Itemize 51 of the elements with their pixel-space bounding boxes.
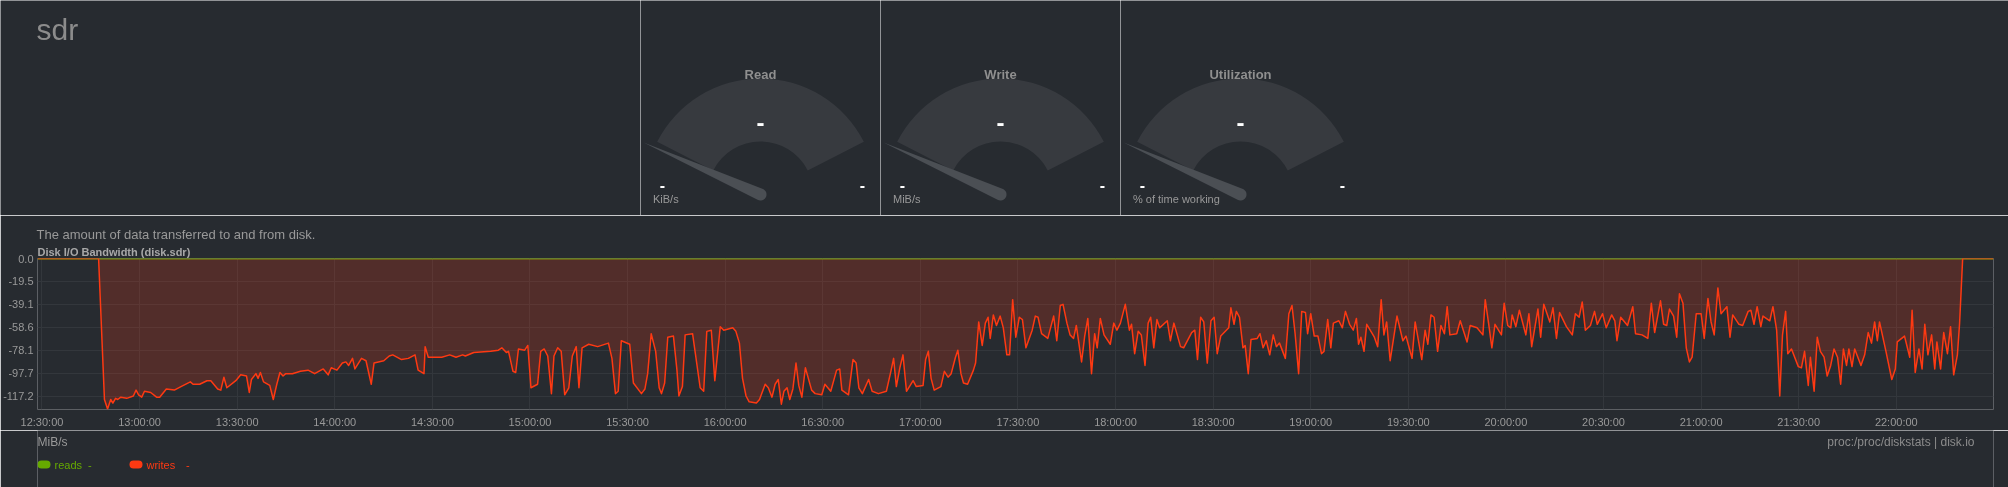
x-tick-label: 20:00:00 [1484,415,1528,428]
x-tick-label: 14:30:00 [410,415,454,428]
x-tick-label: 16:30:00 [801,415,845,428]
chart-title: Disk I/O Bandwidth (disk.sdr) [37,246,191,258]
text: Read [744,67,777,82]
text: Utilization [1209,67,1272,82]
text: sdr [36,13,79,46]
x-tick-label: 18:00:00 [1094,415,1137,428]
x-tick-label: 21:30:00 [1777,415,1821,428]
x-tick-label: 18:30:00 [1191,415,1235,428]
text: - [186,458,191,471]
text: KiB/s [653,192,680,205]
text: - [1139,176,1146,194]
x-tick-label: 12:30:00 [20,415,64,428]
y-tick-label: -39.1 [8,298,34,311]
text: - [659,176,666,194]
y-tick-label: -58.6 [8,321,34,334]
y-tick-label: -19.5 [8,275,34,288]
x-tick-label: 16:00:00 [703,415,747,428]
text: % of time working [1133,192,1220,205]
text: MiB/s [893,192,921,205]
legend-label: writes [145,458,176,471]
text: - [899,176,906,194]
x-tick-label: 22:00:00 [1874,415,1918,428]
x-tick-label: 19:00:00 [1289,415,1333,428]
y-tick-label: -78.1 [8,344,34,357]
x-tick-label: 13:00:00 [118,415,161,428]
text: proc:/proc/diskstats | disk.io [1827,434,1975,449]
y-tick-label: 0.0 [18,252,34,265]
text: - [1339,176,1346,194]
text: - [996,109,1005,136]
y-tick-label: -97.7 [8,367,34,380]
x-tick-label: 19:30:00 [1386,415,1430,428]
x-tick-label: 15:30:00 [606,415,649,428]
x-tick-label: 13:30:00 [215,415,259,428]
chart-subtitle: The amount of data transferred to and from disk. [36,226,316,242]
text: - [859,176,866,194]
x-tick-label: 17:00:00 [898,415,942,428]
text: - [1099,176,1106,194]
text: - [88,458,92,471]
y-tick-label: -117.2 [3,390,34,403]
text: MiB/s [37,434,68,449]
x-tick-label: 15:00:00 [508,415,552,428]
text: - [756,109,765,136]
x-tick-label: 14:00:00 [313,415,357,428]
text: Write [984,67,1017,82]
x-tick-label: 21:00:00 [1679,415,1723,428]
legend-label: reads [54,458,83,471]
x-tick-label: 17:30:00 [996,415,1040,428]
text: - [1236,109,1245,136]
x-tick-label: 20:30:00 [1582,415,1625,428]
